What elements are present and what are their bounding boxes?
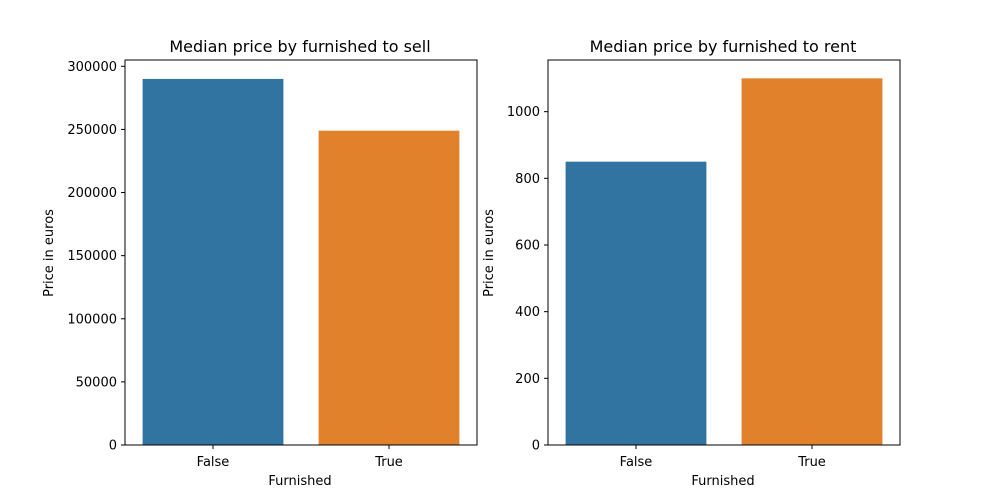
x-tick-label: False — [197, 455, 230, 470]
chart-title: Median price by furnished to sell — [169, 37, 430, 56]
bar-true — [741, 78, 883, 445]
y-tick-label: 600 — [515, 239, 540, 254]
bar-false — [565, 161, 707, 445]
y-tick-label: 0 — [532, 439, 540, 454]
bar-true — [318, 130, 460, 445]
x-axis-label: Furnished — [691, 474, 754, 489]
y-tick-label: 1000 — [507, 105, 540, 120]
y-tick-label: 800 — [515, 172, 540, 187]
plot-frame — [547, 59, 901, 446]
chart-sell: Median price by furnished to sell Furnis… — [42, 37, 478, 489]
y-axis-label: Price in euros — [482, 209, 497, 297]
y-tick-label: 50000 — [76, 375, 117, 390]
y-tick-label: 200000 — [67, 186, 117, 201]
y-axis-label: Price in euros — [42, 209, 57, 297]
y-tick-label: 0 — [109, 439, 117, 454]
y-tick-label: 150000 — [67, 249, 117, 264]
x-tick-label: True — [374, 455, 403, 470]
plot-frame — [124, 59, 478, 446]
bar-false — [142, 78, 284, 446]
x-axis-label: Furnished — [268, 474, 331, 489]
chart-rent: Median price by furnished to rent Furnis… — [482, 37, 901, 489]
y-tick-label: 300000 — [67, 60, 117, 75]
y-tick-label: 100000 — [67, 312, 117, 327]
y-tick-label: 400 — [515, 305, 540, 320]
chart-title: Median price by furnished to rent — [590, 37, 857, 56]
x-tick-label: False — [620, 455, 653, 470]
y-tick-label: 250000 — [67, 123, 117, 138]
x-tick-label: True — [797, 455, 826, 470]
y-tick-label: 200 — [515, 372, 540, 387]
